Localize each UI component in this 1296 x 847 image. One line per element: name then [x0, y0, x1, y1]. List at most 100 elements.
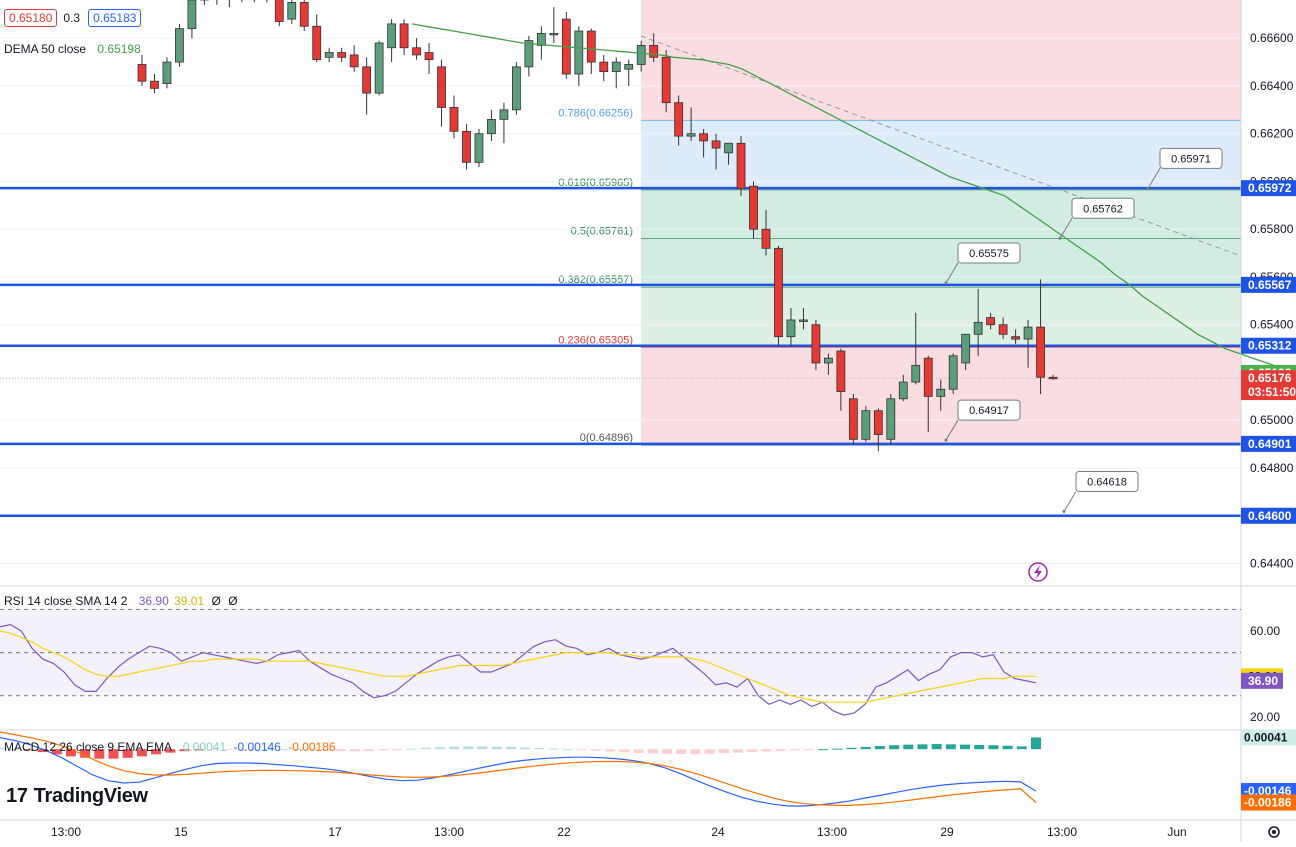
dema-legend-value: 0.65198	[97, 42, 141, 56]
price-badge	[1241, 370, 1296, 387]
candle-body	[524, 40, 534, 68]
macd-histogram-bar	[874, 746, 885, 750]
candle-body	[499, 109, 509, 120]
candle-body	[299, 1, 309, 27]
price-badge	[1241, 384, 1296, 401]
callout-pointer	[1059, 218, 1073, 239]
time-tick-label: 24	[711, 825, 725, 839]
callout-pointer	[1063, 491, 1077, 512]
candle-body	[911, 364, 921, 383]
callout-box	[957, 242, 1021, 264]
candle-body	[661, 56, 671, 104]
macd-histogram-bar	[562, 749, 573, 751]
fib-zone-top	[641, 0, 1241, 121]
bid-price-box[interactable]: 0.65180	[4, 9, 58, 27]
candle-body	[1023, 326, 1033, 340]
candle-body	[399, 23, 409, 49]
candle-body	[362, 66, 372, 94]
macd-histogram-bar	[690, 749, 701, 755]
macd-histogram-bar	[406, 748, 417, 750]
macd-histogram-bar	[718, 749, 729, 754]
macd-histogram-bar	[605, 749, 616, 752]
rsi-sma-legend-value: 39.01	[174, 594, 205, 608]
time-tick-label: 15	[174, 825, 188, 839]
rsi-legend-extra-2: Ø	[228, 594, 238, 608]
macd-histogram-bar	[392, 749, 403, 751]
macd-histogram-bar	[520, 747, 531, 750]
macd-histogram-bar	[349, 749, 360, 752]
macd-signal-line	[0, 731, 1037, 806]
candle-body	[699, 133, 708, 142]
macd-histogram-bar	[662, 749, 673, 754]
candle-body	[811, 324, 821, 364]
price-badge-label: 0.65567	[1248, 278, 1292, 292]
tradingview-logo[interactable]: 17 TradingView	[6, 785, 148, 808]
macd-histogram-bar	[931, 744, 942, 750]
time-tick-label: 22	[557, 825, 571, 839]
candle-body	[574, 30, 584, 75]
lightning-icon	[1028, 562, 1048, 582]
candle-body	[412, 47, 421, 56]
macd-histogram-bar	[23, 749, 34, 751]
rsi-legend-value: 36.90	[138, 594, 169, 608]
callout-pointer	[945, 262, 959, 284]
macd-histogram-bar	[378, 749, 389, 751]
macd-histogram-bar	[1016, 746, 1027, 750]
macd-histogram-bar	[676, 749, 687, 755]
macd-histogram-bar	[789, 749, 800, 751]
candle-body	[150, 80, 159, 89]
price-tick-label: 0.65000	[1250, 413, 1294, 427]
callout-anchor	[1058, 236, 1062, 240]
ask-price-box[interactable]: 0.65183	[88, 9, 142, 27]
macd-histogram-bar	[704, 749, 715, 754]
tradingview-logo-mark: 17	[6, 785, 28, 807]
time-tick-label: 13:00	[434, 825, 464, 839]
candle-body	[674, 102, 684, 137]
rsi-legend-label: RSI 14 close SMA 14 2	[4, 594, 128, 608]
gear-icon[interactable]	[1268, 826, 1280, 838]
rsi-legend[interactable]: RSI 14 close SMA 14 2 36.90 39.01 Ø Ø	[4, 594, 238, 608]
callout-anchor	[944, 438, 948, 442]
macd-histogram-bar	[803, 749, 814, 751]
macd-histogram-bar	[463, 746, 474, 750]
macd-histogram-bar	[136, 749, 147, 757]
macd-histogram-bar	[491, 746, 502, 750]
macd-legend[interactable]: MACD 12 26 close 9 EMA EMA 0.00041 -0.00…	[4, 740, 336, 754]
candle-body	[886, 398, 896, 440]
macd-legend-label: MACD 12 26 close 9 EMA EMA	[4, 740, 172, 754]
dema-legend[interactable]: DEMA 50 close 0.65198	[4, 42, 141, 56]
macd-histogram-bar	[179, 749, 190, 752]
rsi-badge-label: 36.90	[1248, 674, 1278, 688]
candle-body	[923, 357, 933, 397]
candle-body	[274, 0, 284, 22]
candle-body	[512, 66, 521, 111]
macd-histogram-bar	[974, 744, 985, 750]
candle-body	[337, 52, 347, 58]
macd-histogram-bar	[576, 749, 587, 751]
price-badge-label: 0.64901	[1248, 437, 1292, 451]
candle-body	[137, 64, 147, 82]
callout-label: 0.65762	[1083, 203, 1123, 215]
candle-body	[749, 185, 758, 230]
time-tick-label: 29	[940, 825, 954, 839]
macd-histogram-bar	[236, 749, 247, 751]
candle-body	[848, 398, 858, 440]
macd-histogram-bar	[193, 749, 204, 751]
candle-body	[724, 142, 733, 154]
candle-body	[998, 324, 1008, 335]
candle-body	[948, 355, 958, 390]
time-tick-label: Jun	[1167, 825, 1186, 839]
fib-level-label: 0.618(0.65965)	[558, 177, 633, 189]
trendline	[640, 35, 1242, 257]
fib-level-label: 0.236(0.65305)	[558, 334, 633, 346]
macd-histogram-bar	[960, 744, 971, 750]
macd-histogram-bar	[761, 749, 772, 752]
time-tick-label: 13:00	[1047, 825, 1077, 839]
candle-body	[649, 44, 659, 58]
gear-icon-ring	[1268, 826, 1280, 838]
rsi-line	[0, 623, 1037, 716]
macd-histogram-bar	[51, 749, 62, 755]
price-badge-label: 0.64600	[1248, 509, 1292, 523]
